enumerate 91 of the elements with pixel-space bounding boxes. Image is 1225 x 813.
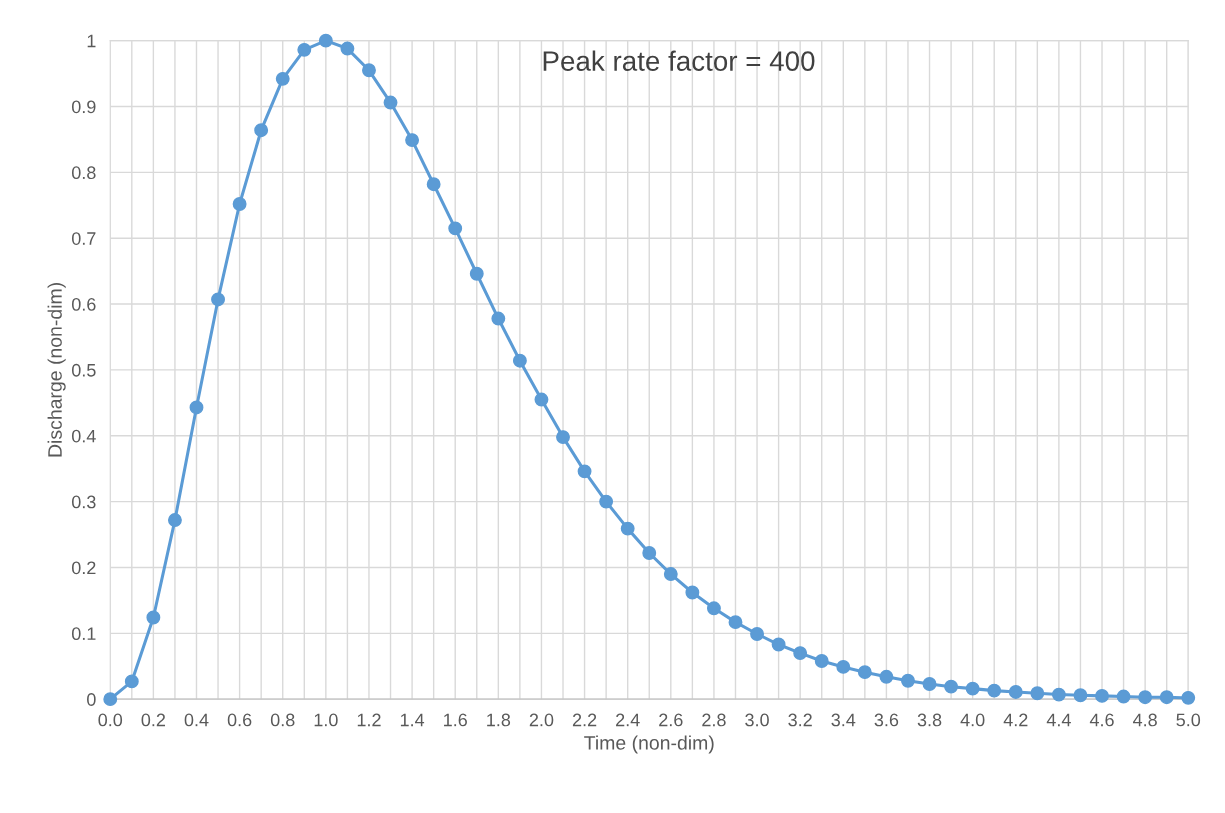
x-tick-label: 3.4 [831,713,856,727]
x-tick-label: 5.0 [1176,713,1201,727]
point [814,654,829,668]
point [146,610,161,625]
point [836,659,851,674]
point [383,95,398,110]
point [879,669,894,684]
point [706,601,721,616]
y-tick-label: 0 [87,693,96,706]
point [1073,688,1088,703]
point [426,177,441,192]
x-tick-label: 0.6 [227,713,252,727]
x-tick-label: 1.0 [314,713,338,727]
point [1008,684,1023,699]
x-tick-label: 1.2 [357,713,381,727]
point [987,683,1002,698]
point [750,627,764,641]
point [275,71,290,86]
point [857,665,872,680]
point [1051,687,1066,702]
point [362,63,376,78]
point [1181,690,1196,705]
x-tick-label: 0.2 [141,713,166,727]
point [620,521,635,536]
point [771,637,786,652]
point [512,353,527,368]
x-tick-label: 2.4 [616,713,640,727]
x-tick-label: 4.4 [1046,713,1071,727]
point [232,197,247,211]
y-tick-label: 1 [87,34,96,48]
point [534,392,549,407]
x-tick-label: 0.8 [270,713,295,727]
x-tick-label: 2.8 [702,713,726,727]
point [469,266,484,281]
y-tick-label: 0.7 [71,232,96,245]
x-tick-label: 2.0 [529,713,554,727]
x-tick-label: 4.2 [1003,713,1028,727]
y-tick-label: 0.1 [71,627,96,641]
x-tick-label: 1.8 [487,713,511,727]
point [1116,689,1131,704]
x-tick-label: 4.0 [960,713,985,727]
point [577,464,592,479]
x-tick-label: 0.4 [184,713,209,727]
point [340,41,355,56]
y-tick-label: 0.5 [71,363,96,377]
point [663,567,678,582]
point [556,430,570,445]
point [599,494,614,509]
y-tick-label: 0.8 [71,166,96,180]
y-tick-label: 0.2 [71,561,96,575]
point [254,123,269,138]
annotation: Peak rate factor = 400 [543,50,815,71]
point [1095,688,1109,703]
x-tick-label: 3.0 [745,713,769,727]
x-tick-label: 2.2 [572,713,597,727]
y-tick-label: 0.4 [71,429,96,443]
point [1030,686,1045,701]
point [1138,690,1153,705]
point [189,400,204,415]
y-tick-label: 0.6 [71,298,96,311]
point [103,692,118,707]
x-tick-label: 0.0 [98,713,123,727]
point [1159,690,1174,705]
y-tick-label: 0.9 [71,100,96,114]
point [167,513,182,528]
x-tick-label: 1.6 [444,713,467,727]
x-tick-label: 2.6 [659,713,683,727]
point [297,42,312,57]
point [211,292,225,307]
x-tick-label: 1.4 [400,713,425,727]
point [448,221,463,236]
x-tick-label: 4.8 [1133,713,1157,727]
point [491,311,506,326]
point [642,546,657,560]
y-tick-label: 0.3 [71,495,96,509]
point [405,133,420,148]
point [793,646,808,661]
x-axis-title: Time (non-dim) [584,735,714,754]
y-axis-title: Discharge (non-dim) [47,283,66,457]
x-tick-label: 3.2 [788,713,812,727]
x-tick-label: 3.8 [917,713,942,727]
point [901,673,915,688]
x-tick-label: 4.6 [1089,713,1114,727]
point [728,615,743,630]
point [922,677,937,691]
x-tick-label: 3.6 [874,713,899,727]
point [944,679,959,694]
point [685,585,700,600]
point [124,674,139,689]
point [318,33,333,48]
point [965,681,980,696]
